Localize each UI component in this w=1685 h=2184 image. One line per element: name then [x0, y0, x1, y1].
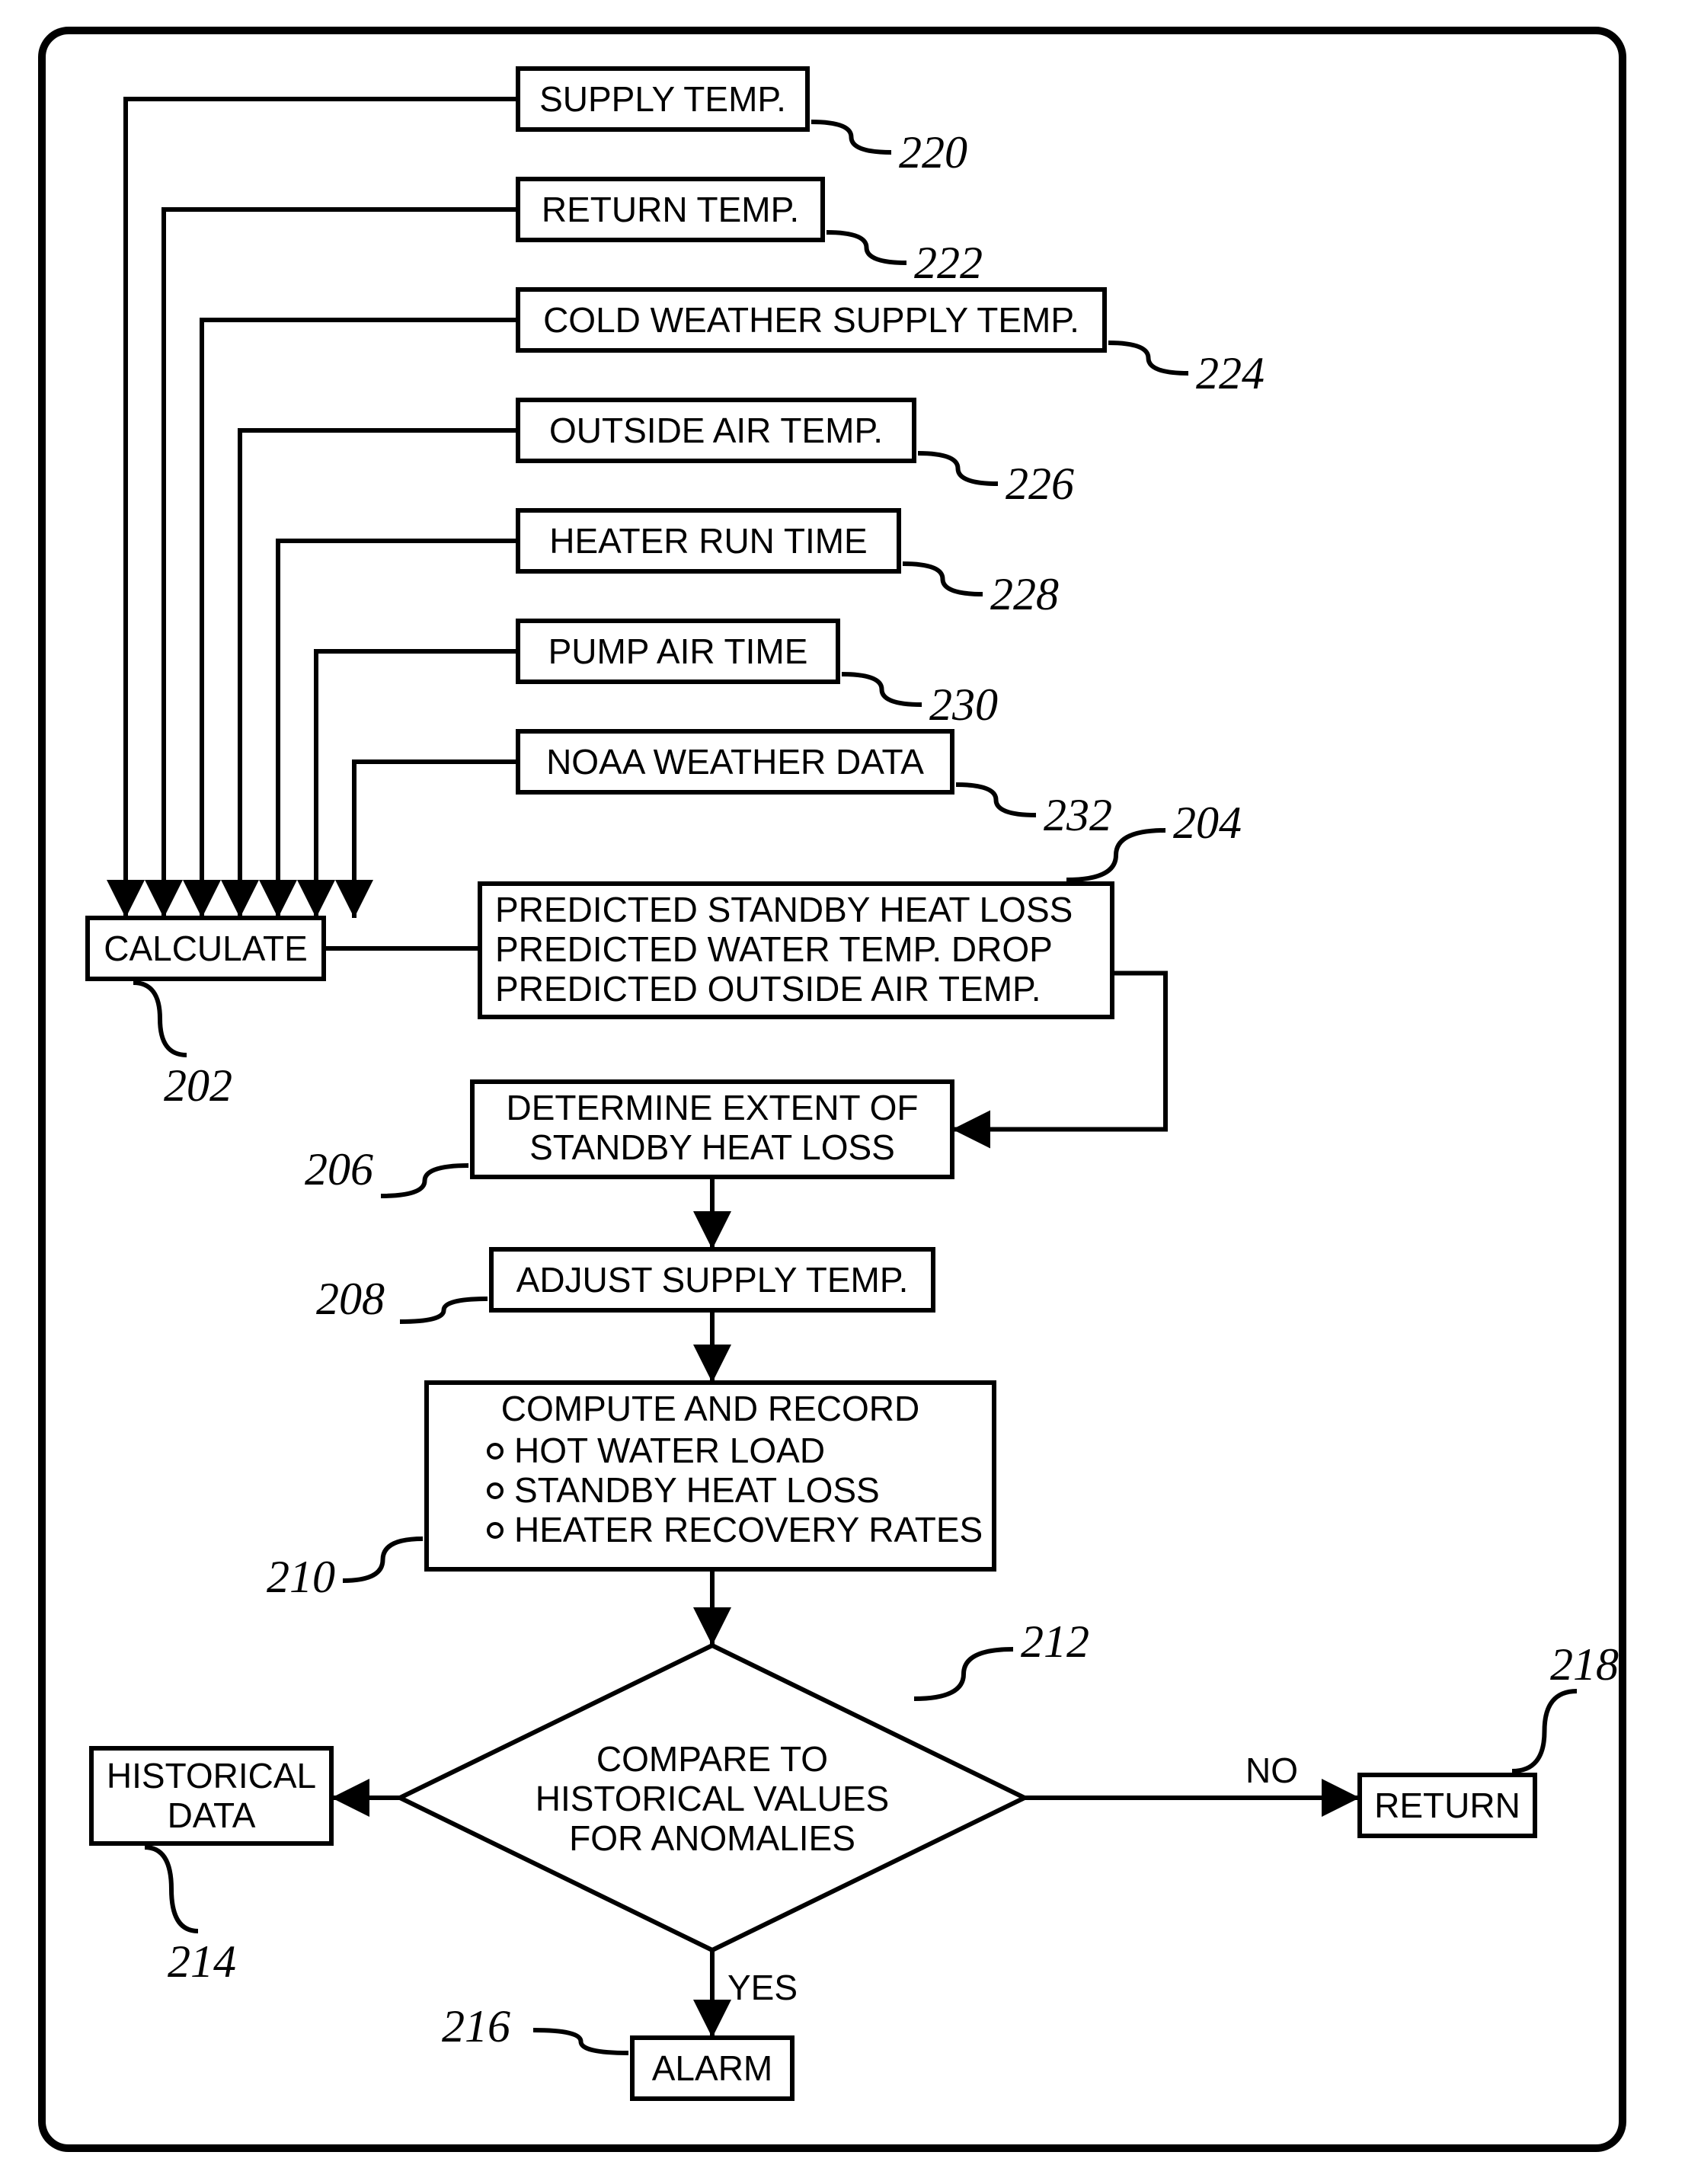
input-label-3: OUTSIDE AIR TEMP. [549, 411, 883, 450]
diamond-line-1: HISTORICAL VALUES [536, 1779, 889, 1818]
historical-line-0: HISTORICAL [107, 1756, 316, 1795]
historical-line-1: DATA [168, 1795, 256, 1835]
determine-line-0: DETERMINE EXTENT OF [507, 1088, 919, 1127]
ref-208: 208 [316, 1274, 385, 1324]
ref-214: 214 [168, 1936, 236, 1987]
return-label: RETURN [1374, 1786, 1520, 1825]
no-label: NO [1245, 1751, 1298, 1790]
compute-item-1: STANDBY HEAT LOSS [514, 1470, 880, 1510]
input-label-2: COLD WEATHER SUPPLY TEMP. [543, 300, 1079, 340]
predicted-line-2: PREDICTED OUTSIDE AIR TEMP. [495, 969, 1041, 1009]
ref-226: 226 [1006, 459, 1074, 509]
alarm-label: ALARM [652, 2048, 772, 2088]
predicted-line-0: PREDICTED STANDBY HEAT LOSS [495, 890, 1073, 929]
ref-210: 210 [267, 1552, 335, 1602]
ref-228: 228 [990, 569, 1059, 619]
calculate-label: CALCULATE [104, 929, 308, 968]
input-label-6: NOAA WEATHER DATA [546, 742, 924, 782]
diamond-line-0: COMPARE TO [596, 1739, 828, 1779]
compute-title: COMPUTE AND RECORD [501, 1389, 919, 1428]
predicted-line-1: PREDICTED WATER TEMP. DROP [495, 929, 1053, 969]
ref-230: 230 [929, 680, 998, 730]
ref-216: 216 [442, 2001, 510, 2051]
ref-220: 220 [899, 127, 967, 177]
ref-206: 206 [305, 1144, 373, 1194]
input-label-1: RETURN TEMP. [542, 190, 799, 229]
ref-218: 218 [1550, 1639, 1619, 1690]
diamond-line-2: FOR ANOMALIES [569, 1818, 855, 1858]
adjust-label: ADJUST SUPPLY TEMP. [516, 1260, 909, 1300]
compute-item-0: HOT WATER LOAD [514, 1431, 825, 1470]
ref-222: 222 [914, 238, 983, 288]
input-label-4: HEATER RUN TIME [549, 521, 867, 561]
ref-204: 204 [1173, 798, 1242, 848]
determine-line-1: STANDBY HEAT LOSS [529, 1127, 895, 1167]
ref-212: 212 [1021, 1616, 1089, 1667]
compute-item-2: HEATER RECOVERY RATES [514, 1510, 983, 1549]
ref-224: 224 [1196, 348, 1265, 398]
input-label-0: SUPPLY TEMP. [539, 79, 786, 119]
ref-202: 202 [164, 1060, 232, 1111]
ref-232: 232 [1044, 790, 1112, 840]
yes-label: YES [727, 1968, 798, 2007]
input-label-5: PUMP AIR TIME [548, 632, 808, 671]
